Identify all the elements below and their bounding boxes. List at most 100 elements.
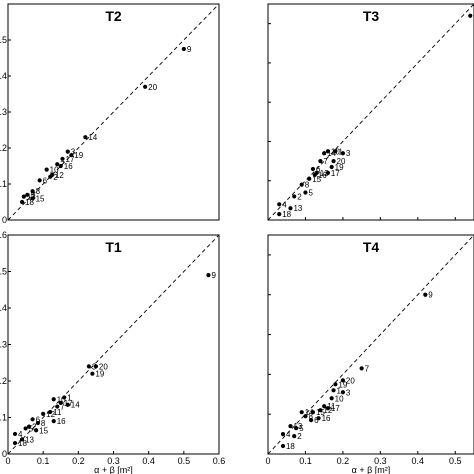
panel-t3: T318413285156161271410171920139 [267,3,474,221]
point-label: 13 [293,422,302,431]
x-axis-label: α + β [m²] [94,465,133,474]
point-label: 20 [148,83,157,92]
y-tick-label: .5 [0,267,7,277]
point-label: 19 [338,380,347,389]
data-point [308,418,314,423]
point-label: 14 [88,133,97,142]
point-label: 10 [50,166,59,175]
data-point [19,437,25,442]
data-point [51,397,56,402]
point-label: 9 [187,45,192,54]
point-label: 3 [346,388,351,397]
point-label: 17 [66,155,75,164]
x-tick-label: 0.2 [72,456,85,466]
data-point [65,149,70,154]
panel-title: T2 [105,8,122,24]
panel-title: T4 [363,239,380,255]
data-point [34,428,39,433]
data-point [340,151,346,156]
point-label: 16 [64,162,73,171]
data-point [333,382,338,387]
point-label: 4 [286,430,291,439]
y-tick-label: .1 [0,179,7,189]
point-label: 14 [305,408,314,417]
point-label: 13 [293,204,302,213]
x-tick-label: 0.6 [213,456,226,466]
point-label: 11 [53,408,62,417]
data-point [288,206,293,211]
data-point [340,390,346,395]
data-point [23,426,28,431]
data-point [307,176,312,181]
point-label: 20 [346,376,355,385]
y-tick-label: .3 [0,340,7,350]
panel-title: T3 [363,8,380,24]
data-point [292,194,297,199]
data-point [329,164,334,170]
data-point [12,440,18,446]
x-tick-label: 0.1 [299,456,312,466]
data-point [12,431,18,437]
point-label: 20 [99,362,108,371]
point-label: 5 [29,424,34,433]
y-tick-label: 0 [2,215,7,225]
data-point [303,414,308,419]
point-label: 1 [338,147,343,156]
point-label: 7 [60,160,65,169]
data-point [292,433,297,439]
data-point [359,366,364,371]
data-point [299,410,304,415]
point-label: 5 [308,189,313,198]
y-tick-label: 0 [2,449,7,459]
data-point [280,443,286,449]
data-point [310,166,316,172]
data-point [35,420,40,426]
x-axis-label: α + β [m²] [352,465,391,474]
point-label: 18 [18,439,27,448]
point-label: 13 [25,435,34,444]
y-tick-label: .1 [0,413,7,423]
data-point [69,153,74,158]
point-label: 19 [335,163,344,172]
data-point [90,371,95,376]
y-tick-label: .3 [0,107,7,117]
data-point [181,46,186,52]
point-label: 16 [318,171,327,180]
point-label: 2 [32,423,37,432]
point-label: 6 [36,415,41,424]
data-point [21,194,26,199]
point-label: 9 [211,271,216,280]
point-label: 7 [323,157,328,166]
point-label: 8 [41,419,46,428]
x-tick-label: 0.5 [449,456,462,466]
point-label: 15 [312,175,321,184]
data-point [48,409,53,415]
plot-frame [267,234,474,455]
point-label: 5 [30,191,35,200]
data-point [65,402,70,407]
point-label: 20 [337,157,346,166]
identity-line [267,3,474,221]
point-label: 8 [36,187,41,196]
x-tick-label: 0.4 [142,456,155,466]
data-point [331,388,336,393]
y-tick-label: .4 [0,303,7,313]
data-point [325,149,331,154]
data-point [62,395,67,400]
point-label: 1 [67,393,72,402]
data-point [30,196,35,201]
plot-frame [267,3,474,221]
point-label: 4 [18,430,23,439]
point-label: 15 [316,408,325,417]
data-point [55,162,60,167]
point-label: 3 [346,149,351,158]
point-label: 14 [327,149,336,158]
identity-line [7,234,220,455]
point-label: 2 [297,192,302,201]
point-label: 12 [55,171,64,180]
point-label: 6 [43,176,48,185]
data-point [325,170,331,175]
data-point [318,158,323,164]
data-point [299,182,304,187]
